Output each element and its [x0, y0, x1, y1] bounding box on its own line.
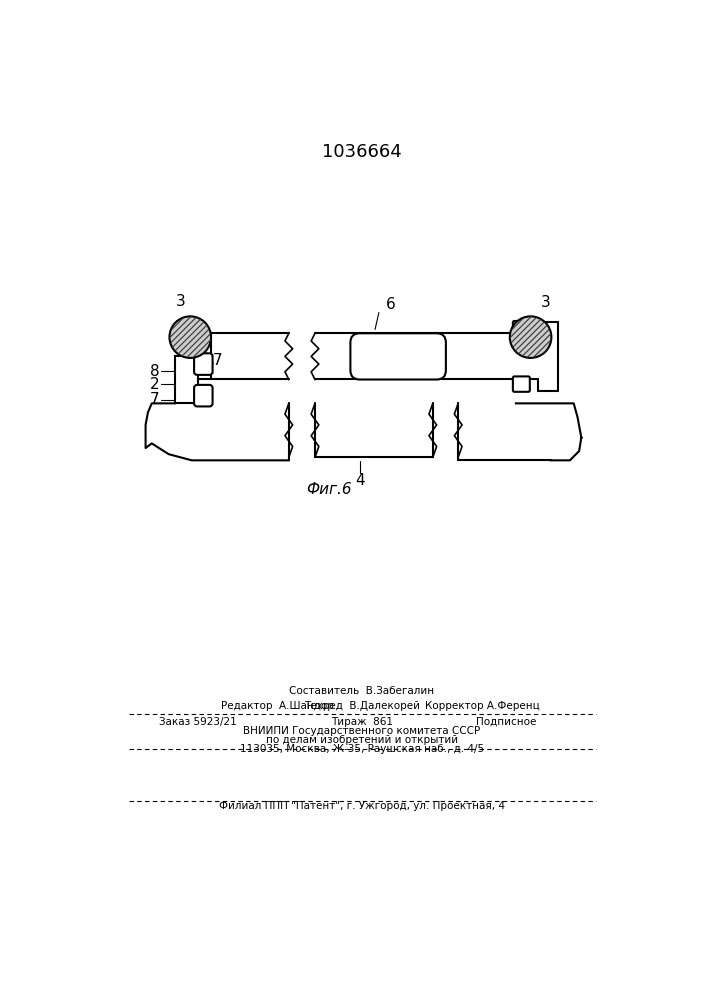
Text: 2: 2: [150, 377, 160, 392]
Text: Составитель  В.Забегалин: Составитель В.Забегалин: [289, 686, 435, 696]
Text: 7: 7: [213, 353, 222, 368]
Text: 7: 7: [150, 392, 160, 407]
Text: Редактор  А.Шандор: Редактор А.Шандор: [221, 701, 334, 711]
Text: Фиг.6: Фиг.6: [306, 482, 351, 497]
Text: 113035, Москва, Ж-35, Раушская наб., д. 4/5: 113035, Москва, Ж-35, Раушская наб., д. …: [240, 744, 484, 754]
Text: Подписное: Подписное: [476, 717, 536, 727]
Text: ВНИИПИ Государственного комитета СССР: ВНИИПИ Государственного комитета СССР: [243, 726, 481, 736]
FancyBboxPatch shape: [194, 385, 213, 406]
Text: Корректор А.Ференц: Корректор А.Ференц: [426, 701, 540, 711]
Circle shape: [510, 316, 551, 358]
Text: 3: 3: [176, 294, 186, 309]
FancyBboxPatch shape: [513, 321, 530, 336]
Text: по делам изобретений и открытий: по делам изобретений и открытий: [266, 735, 458, 745]
Text: 1036664: 1036664: [322, 143, 402, 161]
Text: Филиал ППП "Патент", г. Ужгород, ул. Проектная, 4: Филиал ППП "Патент", г. Ужгород, ул. Про…: [219, 801, 505, 811]
FancyBboxPatch shape: [513, 376, 530, 392]
Text: 6: 6: [385, 297, 395, 312]
FancyBboxPatch shape: [351, 333, 446, 379]
Bar: [175, 356, 198, 403]
Text: Техред  В.Далекорей: Техред В.Далекорей: [304, 701, 420, 711]
FancyBboxPatch shape: [194, 353, 213, 375]
Text: 8: 8: [150, 364, 160, 379]
Text: Заказ 5923/21: Заказ 5923/21: [160, 717, 237, 727]
Circle shape: [170, 316, 211, 358]
Text: 4: 4: [355, 473, 364, 488]
Text: Тираж  861: Тираж 861: [331, 717, 393, 727]
Text: 3: 3: [541, 295, 551, 310]
